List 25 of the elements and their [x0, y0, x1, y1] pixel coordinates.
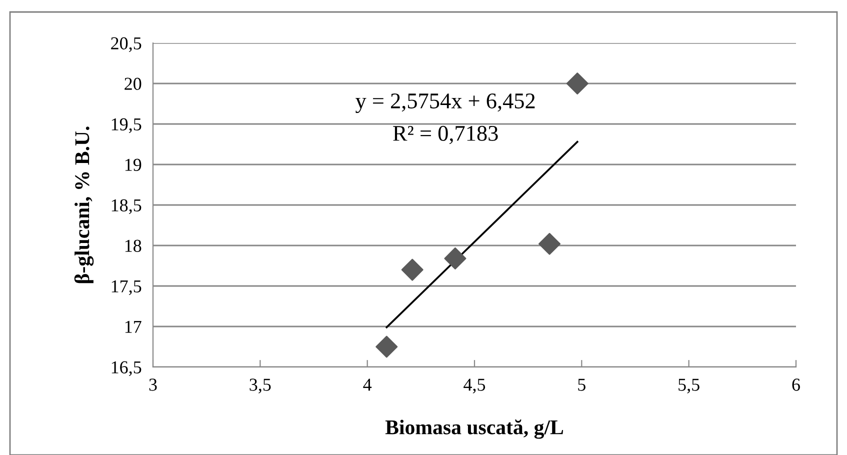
x-axis-title: Biomasa uscată, g/L — [385, 419, 564, 439]
point — [376, 336, 398, 358]
x-tick-label: 4,5 — [464, 378, 486, 394]
y-tick-label: 18 — [125, 240, 142, 252]
y-tick-label: 16,5 — [112, 361, 142, 376]
y-tick-label: 20 — [124, 78, 142, 90]
x-tick-label: 6 — [792, 378, 800, 391]
y-tick-label: 19 — [125, 158, 142, 171]
point — [444, 247, 466, 270]
y-axis-title: β-glucani, % B.U. — [74, 126, 94, 284]
x-tick-label: 4 — [363, 378, 372, 391]
point — [538, 232, 561, 255]
x-tick-label: 5,5 — [678, 378, 700, 394]
annotation: R² = 0,7183 — [393, 126, 498, 144]
x-tick-label: 5 — [578, 378, 586, 391]
point — [566, 72, 588, 94]
x-tick-label: 3,5 — [250, 378, 271, 394]
y-tick-label: 17 — [125, 320, 142, 333]
x-tick-label: 3 — [149, 378, 157, 391]
annotation: y = 2,5754x + 6,452 — [356, 94, 535, 114]
y-tick-label: 20,5 — [111, 37, 142, 52]
point — [401, 258, 424, 281]
y-tick-label: 18,5 — [112, 199, 142, 214]
y-tick-label: 17,5 — [112, 280, 142, 296]
y-tick-label: 19,5 — [112, 118, 142, 134]
